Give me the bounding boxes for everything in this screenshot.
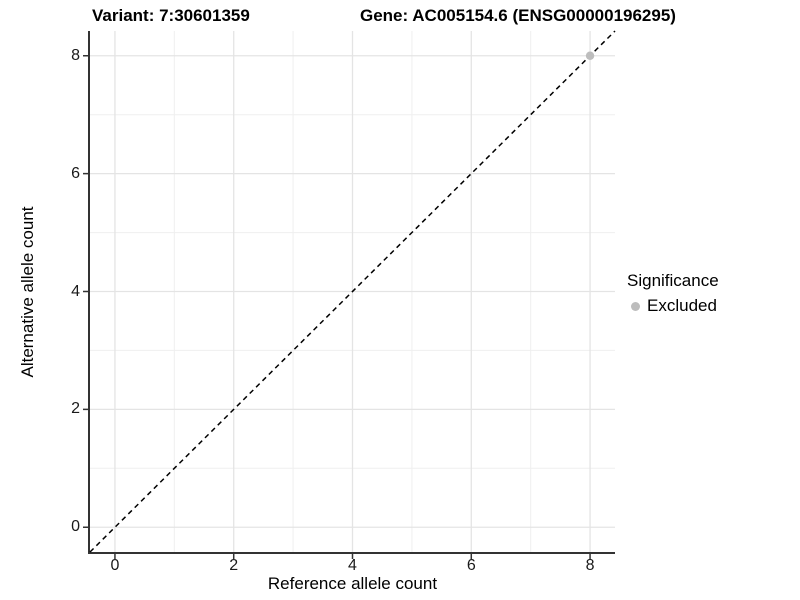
x-axis-title: Reference allele count [267, 574, 438, 593]
plot-title-variant: Variant: 7:30601359 [92, 6, 250, 25]
y-tick-label: 2 [71, 400, 80, 418]
legend-items: Excluded [627, 296, 719, 316]
y-tick-label: 0 [71, 518, 80, 536]
legend-item-label: Excluded [647, 296, 717, 315]
x-tick-label: 6 [466, 557, 476, 574]
legend-title: Significance [627, 271, 719, 290]
y-tick-label: 4 [71, 282, 80, 300]
legend: Significance Excluded [627, 271, 719, 316]
x-tick-label: 4 [348, 557, 357, 574]
y-tick-label: 8 [71, 46, 80, 64]
x-tick-label: 0 [110, 557, 120, 574]
y-tick-label: 6 [71, 164, 80, 182]
x-tick-label: 8 [585, 557, 595, 574]
legend-point-icon [631, 301, 640, 311]
data-point-excluded [585, 51, 595, 60]
legend-item: Excluded [627, 296, 719, 316]
y-axis-title: Alternative allele count [18, 206, 37, 378]
x-tick-label: 2 [229, 557, 239, 574]
plot-title-gene: Gene: AC005154.6 (ENSG00000196295) [360, 6, 676, 25]
identity-reference-line [89, 30, 616, 553]
